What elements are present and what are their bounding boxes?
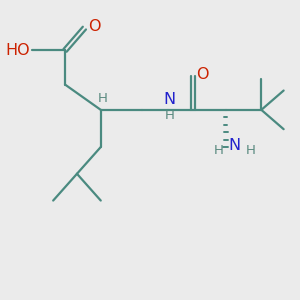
Text: H: H (246, 144, 256, 157)
Text: N: N (229, 138, 241, 153)
Text: O: O (196, 67, 209, 82)
Text: H: H (214, 144, 224, 157)
Text: N: N (164, 92, 175, 107)
Text: H: H (164, 109, 174, 122)
Text: H: H (97, 92, 107, 105)
Text: O: O (88, 19, 100, 34)
Text: HO: HO (5, 43, 30, 58)
